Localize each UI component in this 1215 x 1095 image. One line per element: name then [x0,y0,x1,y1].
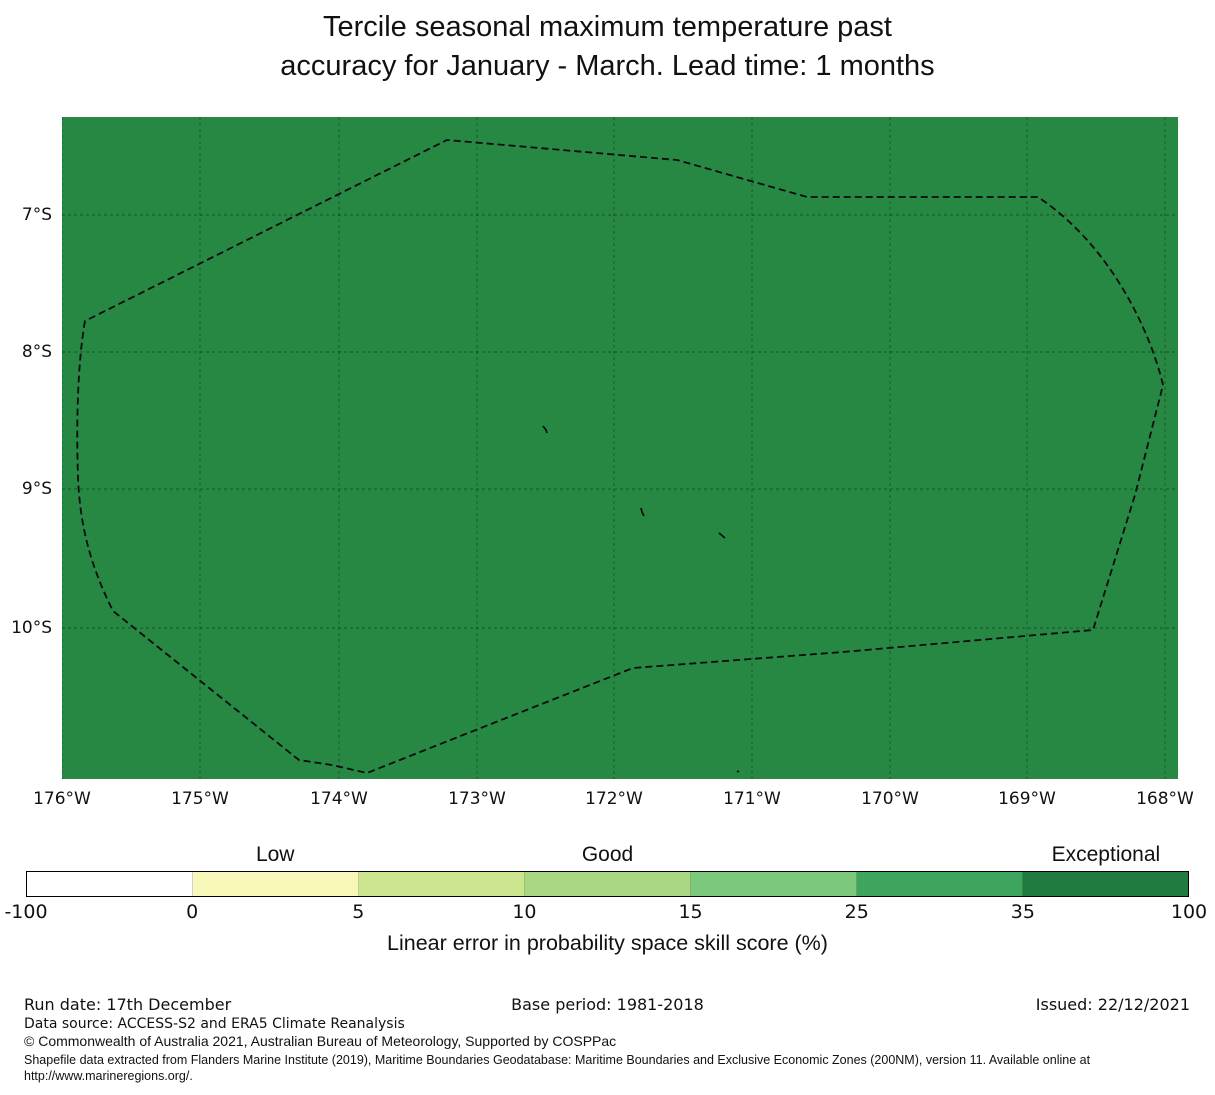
colorbar-segment [691,872,857,896]
x-tick-label: 171°W [723,789,781,809]
colorbar-segment [1023,872,1188,896]
island-outlines [542,425,740,773]
x-tick-label: 176°W [33,789,91,809]
colorbar-tick-label: 15 [678,901,703,923]
map-fill-region [62,117,1178,779]
x-tick-label: 170°W [861,789,919,809]
copyright-text: © Commonwealth of Australia 2021, Austra… [24,1033,617,1049]
colorbar-tick-label: 10 [512,901,537,923]
colorbar-tick-label: 35 [1010,901,1035,923]
x-tick-label: 172°W [585,789,643,809]
colorbar-tick-label: 100 [1170,901,1208,923]
base-period-text: Base period: 1981-2018 [511,995,704,1014]
shapefile-attribution-line1: Shapefile data extracted from Flanders M… [24,1053,1091,1067]
y-tick-label: 9°S [21,479,52,499]
y-tick-label: 10°S [11,618,52,638]
colorbar-category-label: Low [255,843,295,866]
colorbar-segment [27,872,193,896]
run-date-text: Run date: 17th December [24,995,232,1014]
map-plot [62,117,1178,779]
colorbar-tick-label: -100 [4,901,48,923]
colorbar-tick-label: 0 [186,901,199,923]
colorbar-tick-label: 5 [352,901,365,923]
shapefile-attribution-line2: http://www.marineregions.org/. [24,1069,193,1083]
x-tick-label: 174°W [310,789,368,809]
x-tick-label: 168°W [1136,789,1194,809]
colorbar-category-label: Exceptional [1051,843,1161,866]
chart-title-line2: accuracy for January - March. Lead time:… [280,50,935,82]
x-tick-label: 175°W [171,789,229,809]
issued-date-text: Issued: 22/12/2021 [1035,995,1190,1014]
eez-boundary-line [76,139,1164,774]
y-tick-label: 8°S [21,342,52,362]
colorbar [26,871,1189,897]
x-tick-label: 173°W [448,789,506,809]
colorbar-segment [525,872,691,896]
map-gridlines [62,117,1178,779]
colorbar-axis-label: Linear error in probability space skill … [387,931,828,955]
colorbar-category-label: Good [581,843,634,866]
colorbar-segment [193,872,359,896]
chart-title: Tercile seasonal maximum temperature pas… [0,8,1215,86]
colorbar-tick-label: 25 [844,901,869,923]
data-source-text: Data source: ACCESS-S2 and ERA5 Climate … [24,1016,405,1032]
colorbar-segment [359,872,525,896]
x-tick-label: 169°W [998,789,1056,809]
y-tick-label: 7°S [21,205,52,225]
colorbar-segment [857,872,1023,896]
chart-title-line1: Tercile seasonal maximum temperature pas… [323,11,892,43]
